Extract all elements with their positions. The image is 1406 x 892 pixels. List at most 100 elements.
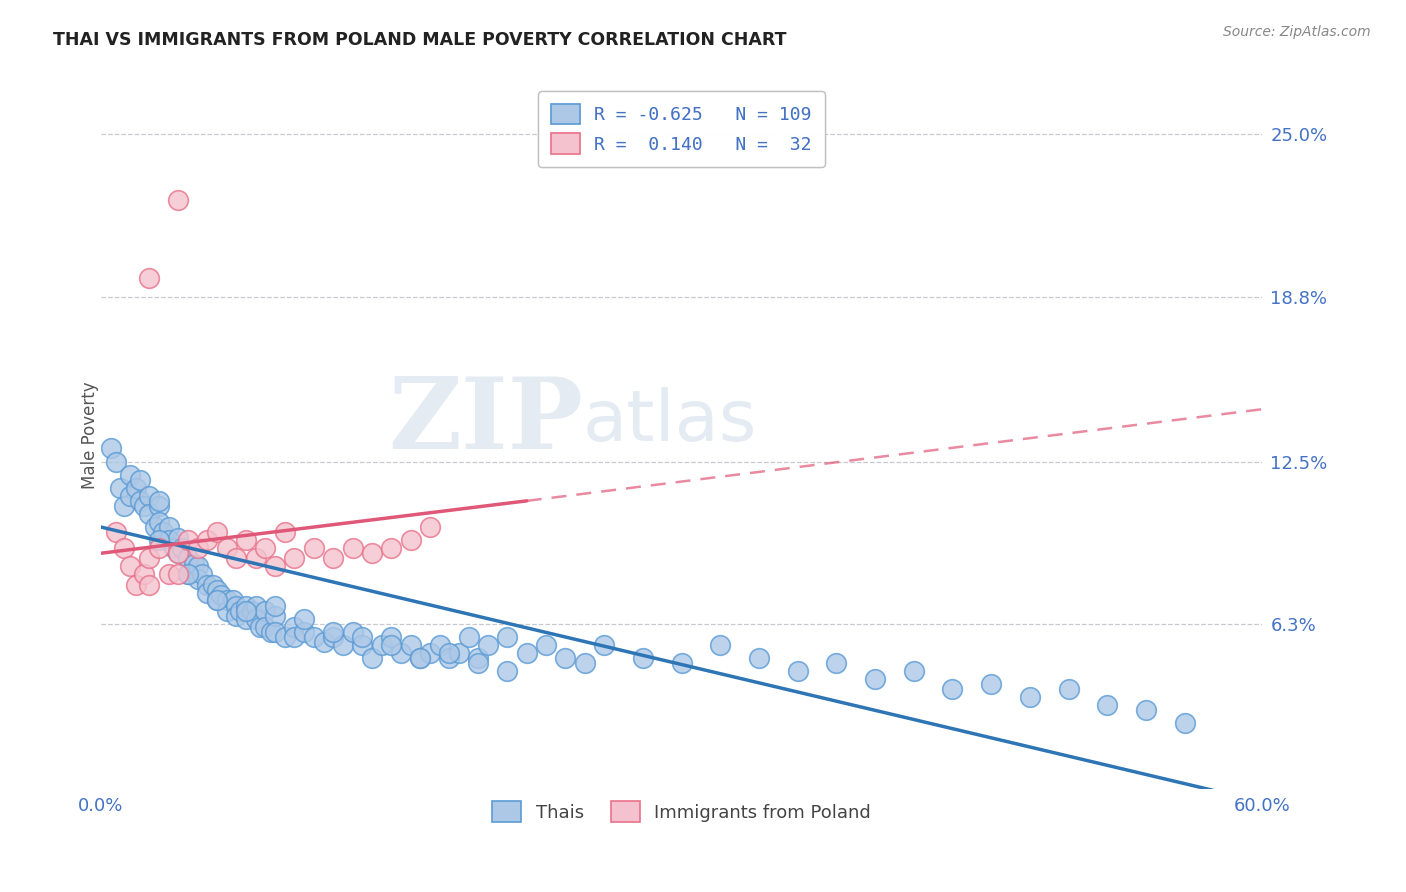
Point	[312, 635, 335, 649]
Point	[215, 541, 238, 555]
Point	[187, 573, 209, 587]
Point	[205, 582, 228, 597]
Point	[183, 557, 205, 571]
Point	[167, 546, 190, 560]
Point	[264, 609, 287, 624]
Point	[1174, 716, 1197, 731]
Point	[209, 588, 232, 602]
Point	[361, 546, 384, 560]
Point	[202, 577, 225, 591]
Point	[419, 646, 441, 660]
Point	[157, 567, 180, 582]
Point	[225, 609, 247, 624]
Point	[157, 533, 180, 548]
Point	[125, 481, 148, 495]
Point	[225, 551, 247, 566]
Point	[118, 559, 141, 574]
Point	[361, 651, 384, 665]
Point	[332, 638, 354, 652]
Point	[148, 533, 170, 548]
Point	[593, 638, 616, 652]
Point	[477, 638, 499, 652]
Point	[380, 630, 402, 644]
Point	[128, 473, 150, 487]
Point	[177, 567, 200, 582]
Point	[534, 638, 557, 652]
Point	[132, 567, 155, 582]
Text: THAI VS IMMIGRANTS FROM POLAND MALE POVERTY CORRELATION CHART: THAI VS IMMIGRANTS FROM POLAND MALE POVE…	[53, 31, 787, 49]
Point	[177, 567, 200, 582]
Point	[419, 520, 441, 534]
Point	[128, 493, 150, 508]
Point	[322, 624, 344, 639]
Point	[112, 499, 135, 513]
Point	[148, 515, 170, 529]
Point	[516, 646, 538, 660]
Point	[215, 604, 238, 618]
Point	[167, 193, 190, 207]
Point	[215, 593, 238, 607]
Point	[235, 533, 257, 548]
Point	[187, 559, 209, 574]
Point	[235, 612, 257, 626]
Point	[138, 507, 160, 521]
Point	[322, 630, 344, 644]
Point	[292, 612, 315, 626]
Point	[187, 541, 209, 555]
Point	[264, 559, 287, 574]
Point	[167, 546, 190, 560]
Point	[457, 630, 479, 644]
Point	[399, 533, 422, 548]
Point	[105, 525, 128, 540]
Point	[254, 541, 277, 555]
Point	[467, 657, 489, 671]
Point	[1097, 698, 1119, 712]
Point	[631, 651, 654, 665]
Point	[1057, 682, 1080, 697]
Point	[283, 619, 305, 633]
Point	[245, 612, 267, 626]
Point	[157, 520, 180, 534]
Point	[163, 541, 186, 555]
Point	[264, 624, 287, 639]
Point	[447, 646, 470, 660]
Point	[172, 541, 194, 555]
Point	[105, 454, 128, 468]
Point	[148, 541, 170, 555]
Point	[467, 651, 489, 665]
Point	[380, 638, 402, 652]
Point	[138, 489, 160, 503]
Point	[429, 638, 451, 652]
Point	[389, 646, 412, 660]
Point	[264, 599, 287, 613]
Point	[825, 657, 848, 671]
Point	[283, 630, 305, 644]
Point	[399, 638, 422, 652]
Text: ZIP: ZIP	[388, 373, 583, 470]
Point	[245, 551, 267, 566]
Point	[138, 551, 160, 566]
Point	[125, 577, 148, 591]
Point	[235, 604, 257, 618]
Point	[235, 599, 257, 613]
Point	[229, 604, 252, 618]
Point	[254, 619, 277, 633]
Point	[574, 657, 596, 671]
Point	[342, 541, 364, 555]
Point	[352, 638, 374, 652]
Point	[1135, 703, 1157, 717]
Point	[863, 672, 886, 686]
Point	[118, 489, 141, 503]
Point	[152, 525, 174, 540]
Point	[496, 630, 519, 644]
Point	[254, 604, 277, 618]
Text: atlas: atlas	[583, 387, 758, 456]
Point	[439, 646, 461, 660]
Point	[221, 593, 243, 607]
Point	[671, 657, 693, 671]
Point	[197, 577, 219, 591]
Point	[260, 624, 283, 639]
Point	[148, 493, 170, 508]
Point	[177, 551, 200, 566]
Point	[409, 651, 432, 665]
